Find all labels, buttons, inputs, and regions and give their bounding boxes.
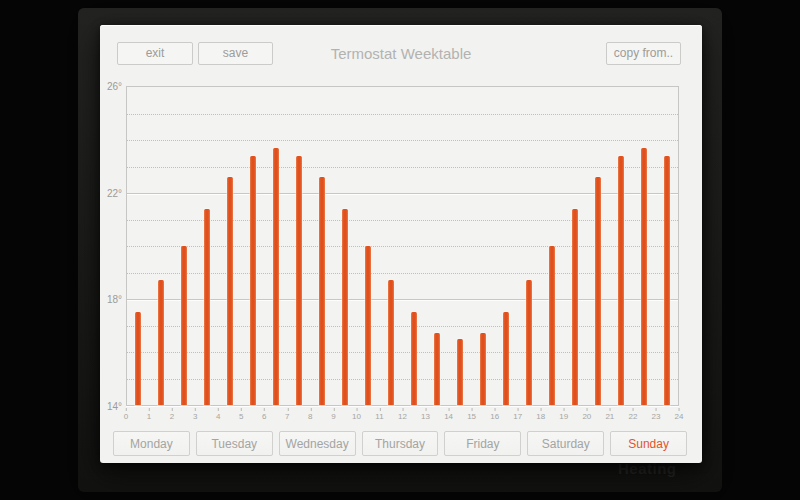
temperature-bar-hour-0[interactable]	[135, 312, 141, 405]
y-tick-label-14: 14°	[107, 401, 122, 412]
day-button-wednesday[interactable]: Wednesday	[279, 431, 356, 456]
day-button-tuesday[interactable]: Tuesday	[196, 431, 273, 456]
x-tick-label-6: 6	[262, 408, 266, 421]
temperature-bar-hour-10[interactable]	[365, 246, 371, 405]
temperature-bar-hour-23[interactable]	[664, 156, 670, 405]
temperature-bar-hour-14[interactable]	[457, 339, 463, 405]
temperature-bar-hour-12[interactable]	[411, 312, 417, 405]
x-tick-label-16: 16	[490, 408, 499, 421]
y-tick-label-18: 18°	[107, 294, 122, 305]
day-button-monday[interactable]: Monday	[113, 431, 190, 456]
temperature-bar-hour-13[interactable]	[434, 333, 440, 405]
x-tick-label-0: 0	[124, 408, 128, 421]
x-tick-label-19: 19	[559, 408, 568, 421]
x-tick-label-4: 4	[216, 408, 220, 421]
x-tick-label-3: 3	[193, 408, 197, 421]
temperature-bar-hour-11[interactable]	[388, 280, 394, 405]
y-axis: 26°22°18°14°	[100, 86, 122, 406]
temperature-bar-hour-4[interactable]	[227, 177, 233, 405]
thermostat-weektable-window: exit save Termostat Weektable copy from.…	[100, 25, 702, 463]
x-tick-label-13: 13	[421, 408, 430, 421]
temperature-bar-hour-20[interactable]	[595, 177, 601, 405]
gridline-25-deg	[127, 114, 678, 115]
temperature-bar-hour-3[interactable]	[204, 209, 210, 405]
x-tick-label-10: 10	[352, 408, 361, 421]
x-tick-label-21: 21	[605, 408, 614, 421]
temperature-bar-hour-1[interactable]	[158, 280, 164, 405]
temperature-bar-hour-19[interactable]	[572, 209, 578, 405]
x-tick-label-12: 12	[398, 408, 407, 421]
x-tick-label-11: 11	[375, 408, 383, 421]
day-button-saturday[interactable]: Saturday	[527, 431, 604, 456]
x-axis: 0123456789101112131415161718192021222324	[126, 408, 679, 422]
x-tick-label-18: 18	[536, 408, 545, 421]
x-tick-label-9: 9	[331, 408, 335, 421]
temperature-bar-hour-16[interactable]	[503, 312, 509, 405]
x-tick-label-17: 17	[513, 408, 522, 421]
temperature-bar-hour-8[interactable]	[319, 177, 325, 405]
temperature-bar-hour-21[interactable]	[618, 156, 624, 405]
x-tick-label-8: 8	[308, 408, 312, 421]
temperature-bar-hour-18[interactable]	[549, 246, 555, 405]
x-tick-label-24: 24	[675, 408, 684, 421]
x-tick-label-14: 14	[444, 408, 453, 421]
day-button-sunday[interactable]: Sunday	[610, 431, 687, 456]
temperature-bar-hour-15[interactable]	[480, 333, 486, 405]
day-button-friday[interactable]: Friday	[444, 431, 521, 456]
temperature-bar-hour-7[interactable]	[296, 156, 302, 405]
x-tick-label-22: 22	[628, 408, 637, 421]
temperature-bar-hour-2[interactable]	[181, 246, 187, 405]
copy-from-button[interactable]: copy from..	[606, 42, 681, 65]
temperature-bar-hour-9[interactable]	[342, 209, 348, 405]
x-tick-label-1: 1	[147, 408, 151, 421]
temperature-bar-hour-5[interactable]	[250, 156, 256, 405]
x-tick-label-23: 23	[652, 408, 661, 421]
x-tick-label-7: 7	[285, 408, 289, 421]
x-tick-label-5: 5	[239, 408, 243, 421]
x-tick-label-15: 15	[467, 408, 476, 421]
temperature-bar-hour-22[interactable]	[641, 148, 647, 405]
day-selector: MondayTuesdayWednesdayThursdayFridaySatu…	[113, 431, 687, 456]
day-button-thursday[interactable]: Thursday	[362, 431, 439, 456]
y-tick-label-22: 22°	[107, 187, 122, 198]
chart-plot	[126, 86, 679, 406]
y-tick-label-26: 26°	[107, 81, 122, 92]
x-tick-label-2: 2	[170, 408, 174, 421]
temperature-bar-hour-17[interactable]	[526, 280, 532, 405]
x-tick-label-20: 20	[582, 408, 591, 421]
gridline-23-deg	[127, 167, 678, 168]
gridline-24-deg	[127, 140, 678, 141]
temperature-bar-hour-6[interactable]	[273, 148, 279, 405]
